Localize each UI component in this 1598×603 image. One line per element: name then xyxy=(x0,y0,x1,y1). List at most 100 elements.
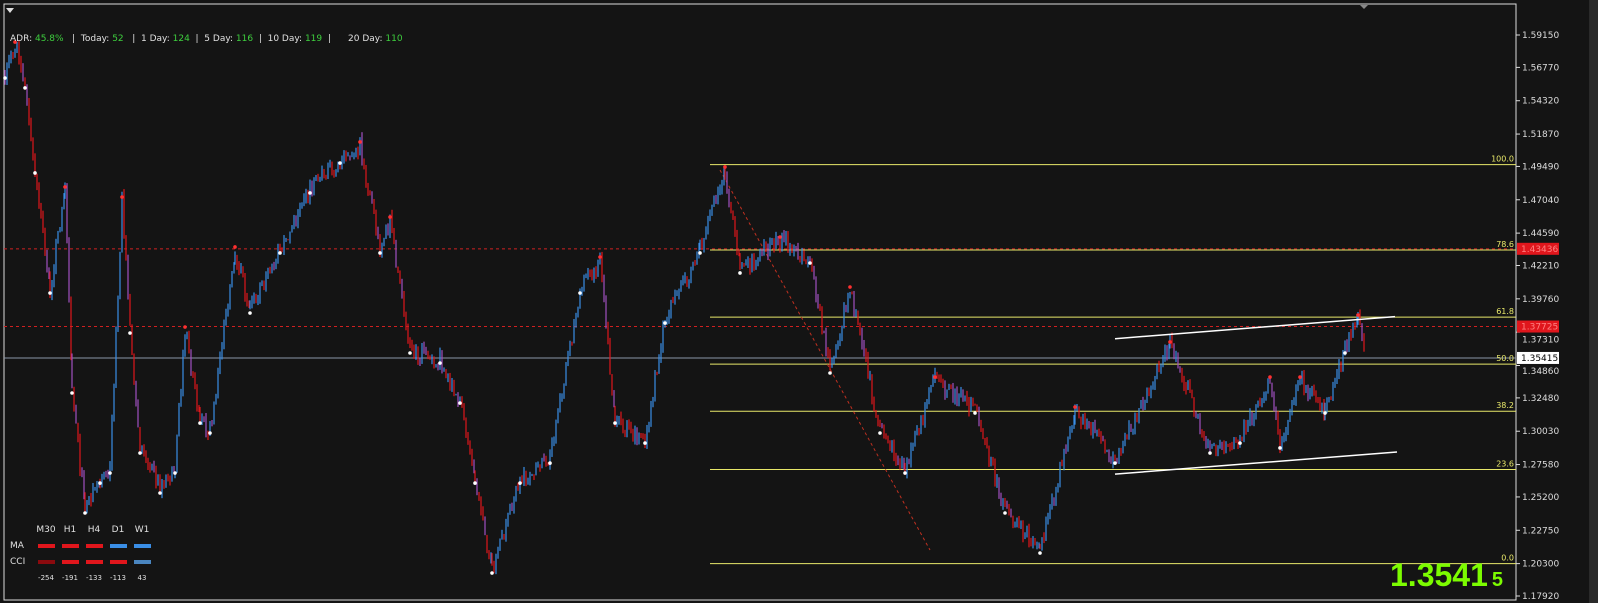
swing-marker xyxy=(578,291,582,295)
swing-marker xyxy=(490,571,494,575)
swing-marker xyxy=(108,471,112,475)
swing-marker xyxy=(473,481,477,485)
cci-signal xyxy=(85,560,103,564)
swing-marker xyxy=(1208,451,1212,455)
swing-marker xyxy=(408,351,412,355)
ma-signal xyxy=(109,544,127,548)
swing-marker xyxy=(1038,551,1042,555)
swing-marker xyxy=(3,76,7,80)
swing-marker xyxy=(878,431,882,435)
price-label-box xyxy=(1517,320,1559,333)
trendline xyxy=(1114,315,1396,340)
swing-marker xyxy=(173,471,177,475)
y-tick-label: 1.54320 xyxy=(1522,97,1559,107)
swing-marker xyxy=(158,491,162,495)
swing-marker xyxy=(738,271,742,275)
y-tick-label: 1.49490 xyxy=(1522,162,1559,172)
swing-marker xyxy=(233,245,237,249)
price-label: 1.43436 xyxy=(1521,245,1558,255)
cci-signal xyxy=(37,560,55,564)
y-tick-label: 1.20300 xyxy=(1522,560,1559,570)
swing-marker xyxy=(338,161,342,165)
swing-marker xyxy=(248,311,252,315)
fib-level-label: 61.8 xyxy=(1496,307,1514,316)
swing-marker xyxy=(848,285,852,289)
ma-signal xyxy=(37,544,55,548)
fib-level-label: 38.2 xyxy=(1496,401,1514,410)
swing-marker xyxy=(1003,511,1007,515)
swing-marker xyxy=(973,411,977,415)
right-scrollbar[interactable] xyxy=(1589,0,1598,603)
swing-marker xyxy=(518,481,522,485)
swing-marker xyxy=(308,191,312,195)
swing-marker xyxy=(1323,411,1327,415)
fib-level-label: 23.6 xyxy=(1496,459,1514,468)
swing-marker xyxy=(1268,375,1272,379)
swing-marker xyxy=(828,371,832,375)
ma-signal xyxy=(133,544,151,548)
swing-marker xyxy=(23,86,27,90)
swing-marker xyxy=(903,471,907,475)
fib-level-label: 78.6 xyxy=(1496,240,1514,249)
big-price-display: 1.3541 5 xyxy=(1390,557,1503,593)
swing-marker xyxy=(63,185,67,189)
y-tick-label: 1.39760 xyxy=(1522,295,1559,305)
swing-marker xyxy=(13,40,17,44)
trendline xyxy=(1114,451,1398,475)
swing-marker xyxy=(388,215,392,219)
swing-marker xyxy=(808,261,812,265)
cci-signal xyxy=(61,560,79,564)
y-tick-label: 1.37310 xyxy=(1522,336,1559,346)
y-tick-label: 1.27580 xyxy=(1522,461,1559,471)
swing-marker xyxy=(548,461,552,465)
scroll-marker-icon xyxy=(1360,5,1368,9)
swing-marker xyxy=(48,291,52,295)
y-tick-label: 1.34860 xyxy=(1522,367,1559,377)
swing-marker xyxy=(613,421,617,425)
swing-marker xyxy=(278,251,282,255)
plot-border xyxy=(3,3,1517,601)
y-tick-label: 1.32480 xyxy=(1522,394,1559,404)
swing-marker xyxy=(1073,405,1077,409)
swing-marker xyxy=(723,165,727,169)
swing-marker xyxy=(198,421,202,425)
swing-marker xyxy=(128,331,132,335)
indicator-table: M30 H1 H4 D1 W1 MA CCI -254 -191 -133 -113 43 xyxy=(10,522,154,586)
ma-signal xyxy=(61,544,79,548)
swing-marker xyxy=(1343,351,1347,355)
y-tick-label: 1.25200 xyxy=(1522,493,1559,503)
swing-marker xyxy=(598,255,602,259)
menu-triangle-icon xyxy=(6,8,14,13)
fib-level-label: 50.0 xyxy=(1496,354,1514,363)
swing-marker xyxy=(933,375,937,379)
swing-marker xyxy=(643,441,647,445)
fib-level-label: 100.0 xyxy=(1491,155,1514,164)
swing-marker xyxy=(98,481,102,485)
adr-readout: ADR: 45.8% | Today: 52 | 1 Day: 124 | 5 … xyxy=(10,34,403,44)
swing-marker xyxy=(378,251,382,255)
cci-signal xyxy=(133,560,151,564)
fib-level-label: 0.0 xyxy=(1501,554,1514,563)
cci-row: CCI xyxy=(10,554,154,570)
price-label-box xyxy=(1517,242,1559,255)
swing-marker xyxy=(1168,340,1172,344)
swing-marker xyxy=(698,251,702,255)
y-tick-label: 1.17920 xyxy=(1522,592,1559,602)
y-tick-label: 1.44590 xyxy=(1522,229,1559,239)
swing-marker xyxy=(120,195,124,199)
swing-marker xyxy=(33,171,37,175)
price-label: 1.37725 xyxy=(1521,323,1558,333)
swing-marker xyxy=(208,431,212,435)
swing-marker xyxy=(663,321,667,325)
swing-marker xyxy=(1298,375,1302,379)
y-tick-label: 1.22750 xyxy=(1522,526,1559,536)
swing-marker xyxy=(1356,313,1360,317)
ma-signal xyxy=(85,544,103,548)
swing-marker xyxy=(778,235,782,239)
fib-diagonal xyxy=(719,169,931,551)
y-tick-label: 1.42210 xyxy=(1522,261,1559,271)
ma-row: MA xyxy=(10,538,154,554)
swing-marker xyxy=(138,451,142,455)
y-tick-label: 1.59150 xyxy=(1522,31,1559,41)
